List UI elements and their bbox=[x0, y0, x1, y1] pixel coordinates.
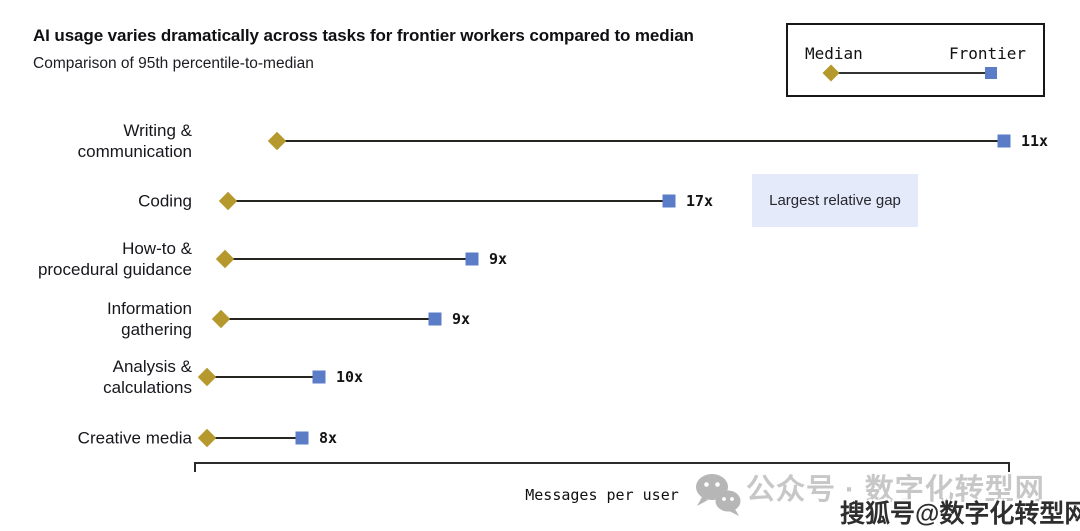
watermark-sohu-account: 搜狐号@数字化转型网 bbox=[840, 500, 1080, 528]
frontier-square-icon bbox=[985, 67, 997, 79]
category-label: Coding bbox=[138, 191, 192, 211]
median-marker bbox=[197, 428, 217, 448]
connector-line bbox=[228, 200, 669, 202]
ratio-value-label: 9x bbox=[452, 310, 471, 328]
connector-line bbox=[225, 258, 472, 260]
chart-title: AI usage varies dramatically across task… bbox=[33, 26, 694, 45]
connector-line bbox=[221, 318, 435, 320]
legend-median-label: Median bbox=[805, 44, 863, 63]
connector-line bbox=[277, 140, 1004, 142]
ratio-value-label: 9x bbox=[489, 250, 508, 268]
watermark-wechat-account: 公众号 · 数字化转型网 bbox=[746, 474, 1045, 506]
category-label: Analysis & calculations bbox=[103, 357, 192, 397]
median-marker bbox=[215, 249, 235, 269]
median-marker bbox=[218, 191, 238, 211]
frontier-marker bbox=[295, 431, 309, 445]
category-label: Writing & communication bbox=[77, 121, 192, 161]
chart-subtitle: Comparison of 95th percentile-to-median bbox=[33, 55, 314, 72]
legend-connector-line bbox=[831, 72, 991, 74]
x-axis-label: Messages per user bbox=[525, 486, 679, 504]
frontier-marker bbox=[312, 370, 326, 384]
category-label: Creative media bbox=[77, 428, 192, 448]
frontier-marker bbox=[662, 194, 676, 208]
annotation-largest-gap: Largest relative gap bbox=[752, 174, 918, 227]
category-label: How-to & procedural guidance bbox=[37, 239, 192, 279]
wechat-icon bbox=[694, 472, 742, 522]
ratio-value-label: 10x bbox=[336, 368, 364, 386]
frontier-marker bbox=[997, 134, 1011, 148]
median-diamond-icon bbox=[822, 64, 840, 82]
median-marker bbox=[197, 367, 217, 387]
connector-line bbox=[207, 437, 302, 439]
legend-frontier-label: Frontier bbox=[948, 44, 1026, 63]
connector-line bbox=[207, 376, 319, 378]
category-label: Information gathering bbox=[106, 299, 192, 339]
frontier-marker bbox=[428, 312, 442, 326]
frontier-marker bbox=[465, 252, 479, 266]
median-marker bbox=[267, 131, 287, 151]
ratio-value-label: 17x bbox=[686, 192, 714, 210]
ratio-value-label: 11x bbox=[1021, 132, 1049, 150]
median-marker bbox=[211, 309, 231, 329]
x-axis-bracket bbox=[194, 462, 1010, 472]
legend: Median Frontier bbox=[786, 23, 1045, 97]
ratio-value-label: 8x bbox=[319, 429, 338, 447]
